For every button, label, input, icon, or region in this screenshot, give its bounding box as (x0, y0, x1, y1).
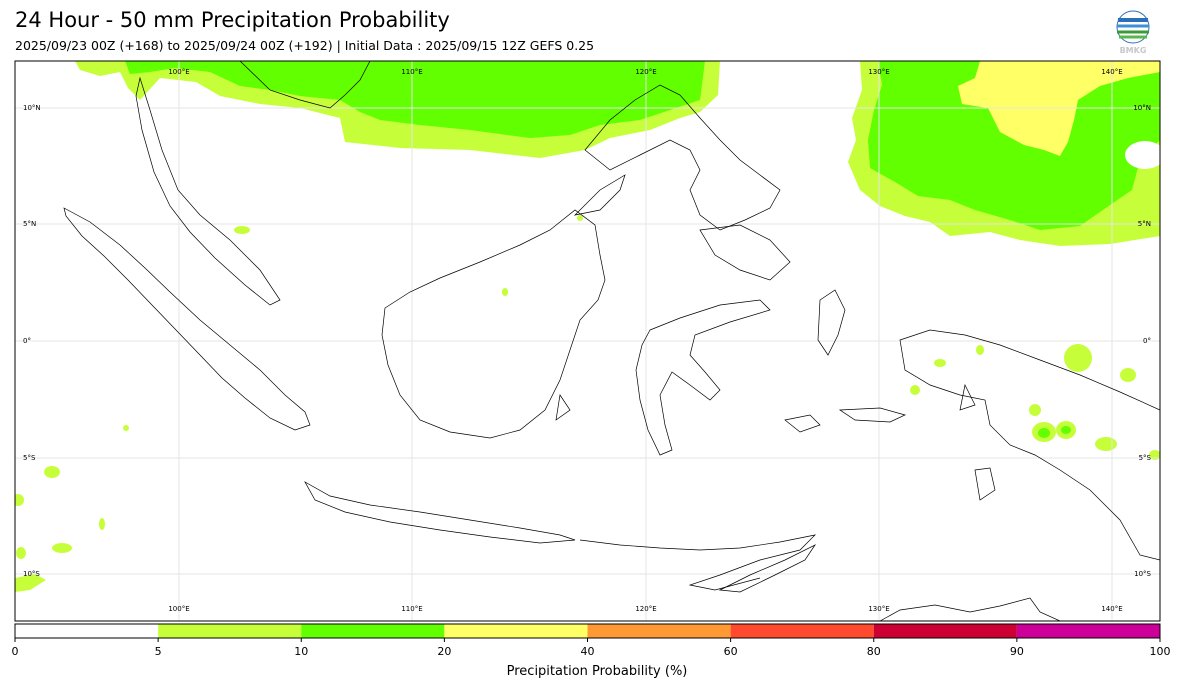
prob-spot (976, 345, 984, 355)
prob-spot (502, 288, 508, 296)
prob-spot (1120, 368, 1136, 382)
colorbar-bin (444, 624, 588, 638)
colorbar-bin (873, 624, 1017, 638)
lat-labels-left: 10°N 5°N 0° 5°S 10°S (23, 104, 41, 578)
map-subtitle: 2025/09/23 00Z (+168) to 2025/09/24 00Z … (15, 38, 595, 53)
lat-label-right: 10°N (1133, 104, 1151, 112)
coast-sulawesi (635, 299, 771, 456)
prob-spot (99, 518, 105, 530)
lat-label-left: 10°N (23, 104, 41, 112)
prob-spot (123, 425, 129, 431)
bmkg-globe-icon (1116, 10, 1150, 44)
lon-label-bottom: 100°E (168, 605, 189, 613)
colorbar-tick-label: 5 (155, 645, 162, 658)
lat-labels-right: 10°N 5°N 0° 5°S 10°S (1133, 104, 1151, 578)
coast-halmahera (817, 289, 846, 356)
colorbar-bin (1016, 624, 1161, 638)
prob-spot (910, 385, 920, 395)
colorbar-bins (15, 624, 1161, 638)
prob-spot (16, 547, 26, 559)
lat-label-left: 5°N (23, 220, 36, 228)
colorbar-ticks: 0 5 10 20 40 60 80 90 100 (12, 638, 1171, 658)
prob-area-10-20-north (125, 61, 705, 138)
prob-spot (15, 574, 46, 592)
lat-label-right: 0° (1143, 337, 1151, 345)
lat-label-right: 5°S (1139, 454, 1152, 462)
probability-shading (15, 61, 1160, 592)
lon-label-top: 120°E (635, 68, 656, 76)
prob-spot (934, 359, 946, 367)
prob-spot (1064, 344, 1092, 372)
bmkg-logo: BMKG (1113, 10, 1153, 56)
prob-spot (1029, 404, 1041, 416)
lon-label-bottom: 120°E (635, 605, 656, 613)
colorbar-tick-label: 80 (867, 645, 881, 658)
coast-small-isles (555, 383, 996, 501)
colorbar-label: Precipitation Probability (%) (506, 664, 688, 679)
lon-label-bottom: 130°E (868, 605, 889, 613)
coast-new-guinea (899, 329, 1160, 561)
lon-label-top: 110°E (401, 68, 422, 76)
coast-lesser-sunda (579, 534, 817, 591)
map-title: 24 Hour - 50 mm Precipitation Probabilit… (15, 8, 450, 32)
coast-australia (879, 597, 1061, 621)
colorbar-bin (730, 624, 874, 638)
lat-label-left: 5°S (23, 454, 36, 462)
prob-spot (52, 543, 72, 553)
coast-maluku (784, 407, 907, 433)
prob-spot (1149, 450, 1160, 460)
coast-mindanao (699, 224, 791, 281)
lat-label-right: 10°S (1134, 570, 1151, 578)
prob-spot (15, 494, 24, 506)
prob-area-10-20-east (868, 61, 1160, 230)
lat-label-left: 10°S (23, 570, 40, 578)
lat-label-right: 5°N (1138, 220, 1151, 228)
coast-java (304, 481, 576, 544)
map-grid (15, 61, 1160, 621)
colorbar-bin (301, 624, 445, 638)
prob-spot (44, 466, 60, 478)
lat-label-left: 0° (23, 337, 31, 345)
lon-label-top: 100°E (168, 68, 189, 76)
colorbar-tick-label: 0 (12, 645, 19, 658)
lon-label-top: 140°E (1101, 68, 1122, 76)
colorbar-tick-label: 100 (1150, 645, 1171, 658)
colorbar-tick-label: 90 (1010, 645, 1024, 658)
colorbar-tick-label: 20 (437, 645, 451, 658)
coast-palawan (573, 174, 626, 216)
lon-label-bottom: 110°E (401, 605, 422, 613)
coast-philippines (584, 84, 781, 231)
colorbar-tick-label: 60 (724, 645, 738, 658)
coast-timor (718, 544, 817, 593)
colorbar-bin (15, 624, 159, 638)
map-frame (14, 60, 1161, 622)
coast-sumatra (63, 207, 311, 431)
coast-malay-peninsula (135, 76, 281, 306)
prob-area-0-5-east (1125, 141, 1160, 169)
prob-spot (234, 226, 250, 234)
colorbar-tick-label: 40 (581, 645, 595, 658)
lon-label-bottom: 140°E (1101, 605, 1122, 613)
lon-label-top: 130°E (868, 68, 889, 76)
prob-spot (577, 215, 583, 221)
colorbar-bin (158, 624, 302, 638)
coastlines (63, 61, 1160, 621)
lon-labels-top: 100°E 110°E 120°E 130°E 140°E (168, 68, 1122, 76)
lon-labels-bottom: 100°E 110°E 120°E 130°E 140°E (168, 605, 1122, 613)
bmkg-logo-text: BMKG (1120, 46, 1147, 55)
colorbar-tick-label: 10 (294, 645, 308, 658)
colorbar-bin (587, 624, 731, 638)
coast-borneo (381, 209, 606, 439)
coast-indochina (239, 61, 371, 109)
